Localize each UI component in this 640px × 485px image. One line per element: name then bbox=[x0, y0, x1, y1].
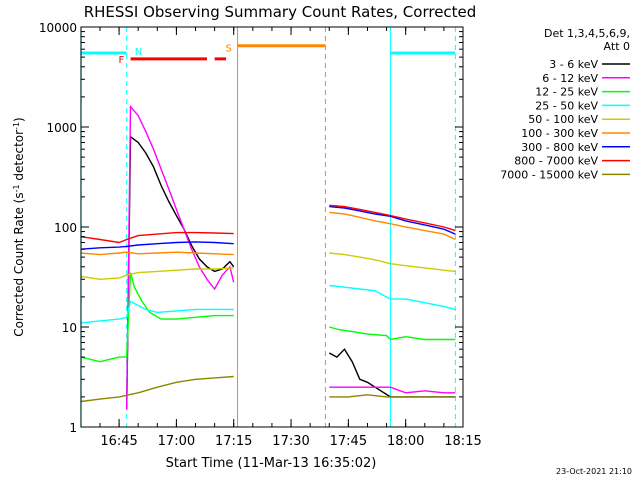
series-layer bbox=[80, 104, 456, 410]
series-line bbox=[80, 231, 234, 244]
annotation-night-label: N bbox=[135, 47, 142, 58]
y-tick-label: 1 bbox=[69, 421, 77, 435]
x-tick-label: 17:45 bbox=[330, 434, 367, 449]
legend-entry-label: 6 - 12 keV bbox=[542, 72, 598, 85]
series-line bbox=[329, 204, 456, 232]
y-axis-label-part1: Corrected Count Rate (s bbox=[12, 192, 26, 336]
chart-title: RHESSI Observing Summary Count Rates, Co… bbox=[84, 3, 477, 21]
series-line bbox=[80, 267, 234, 281]
series-line bbox=[329, 252, 456, 273]
legend-entry-label: 7000 - 15000 keV bbox=[500, 168, 598, 181]
y-axis-label-exp1: -1 bbox=[12, 184, 21, 192]
y-axis-label: Corrected Count Rate (s-1 detector-1) bbox=[12, 117, 27, 336]
series-line bbox=[80, 375, 234, 403]
x-tick-label: 17:15 bbox=[215, 434, 252, 449]
legend-entry-label: 25 - 50 keV bbox=[535, 99, 598, 112]
legend-entry-label: 12 - 25 keV bbox=[535, 86, 598, 99]
x-axis-ticks: 16:45 17:00 17:15 17:30 17:45 18:00 18:15 bbox=[99, 27, 482, 449]
series-line bbox=[80, 300, 234, 324]
legend-entry-label: 300 - 800 keV bbox=[521, 141, 598, 154]
legend-header-line1: Det 1,3,4,5,6,9, bbox=[544, 27, 630, 40]
series-line bbox=[329, 326, 456, 341]
legend-entry-label: 100 - 300 keV bbox=[521, 127, 598, 140]
series-line bbox=[329, 394, 456, 398]
y-axis-label-part2: detector bbox=[12, 130, 26, 185]
legend-entry-label: 50 - 100 keV bbox=[528, 113, 598, 126]
legend-entry-label: 3 - 6 keV bbox=[549, 58, 598, 71]
x-tick-label: 16:45 bbox=[100, 434, 137, 449]
x-axis-label: Start Time (11-Mar-13 16:35:02) bbox=[166, 456, 377, 471]
y-axis-label-exp2: -1 bbox=[12, 122, 21, 130]
series-line bbox=[80, 272, 234, 363]
y-axis-label-part3: ) bbox=[12, 117, 26, 122]
series-line bbox=[80, 241, 234, 250]
y-axis-ticks: 1 10 100 1000 10000 bbox=[39, 21, 463, 435]
series-line bbox=[329, 386, 456, 394]
annotation-saa-label: S bbox=[226, 44, 232, 55]
x-tick-label: 18:15 bbox=[444, 434, 481, 449]
y-tick-label: 10000 bbox=[39, 21, 77, 35]
series-line bbox=[126, 135, 235, 410]
y-tick-label: 10 bbox=[62, 321, 77, 335]
series-line bbox=[80, 251, 234, 256]
footer-date: 23-Oct-2021 21:10 bbox=[556, 467, 632, 476]
y-tick-label: 100 bbox=[54, 221, 77, 235]
annotation-flare-label: F bbox=[119, 55, 125, 66]
series-line bbox=[329, 284, 456, 311]
series-line bbox=[126, 104, 235, 410]
x-tick-label: 18:00 bbox=[387, 434, 424, 449]
x-tick-label: 17:00 bbox=[158, 434, 195, 449]
series-line bbox=[329, 211, 456, 241]
x-tick-label: 17:30 bbox=[272, 434, 309, 449]
legend-entry-label: 800 - 7000 keV bbox=[514, 155, 598, 168]
y-tick-label: 1000 bbox=[46, 121, 77, 135]
legend-header-line2: Att 0 bbox=[604, 40, 630, 53]
